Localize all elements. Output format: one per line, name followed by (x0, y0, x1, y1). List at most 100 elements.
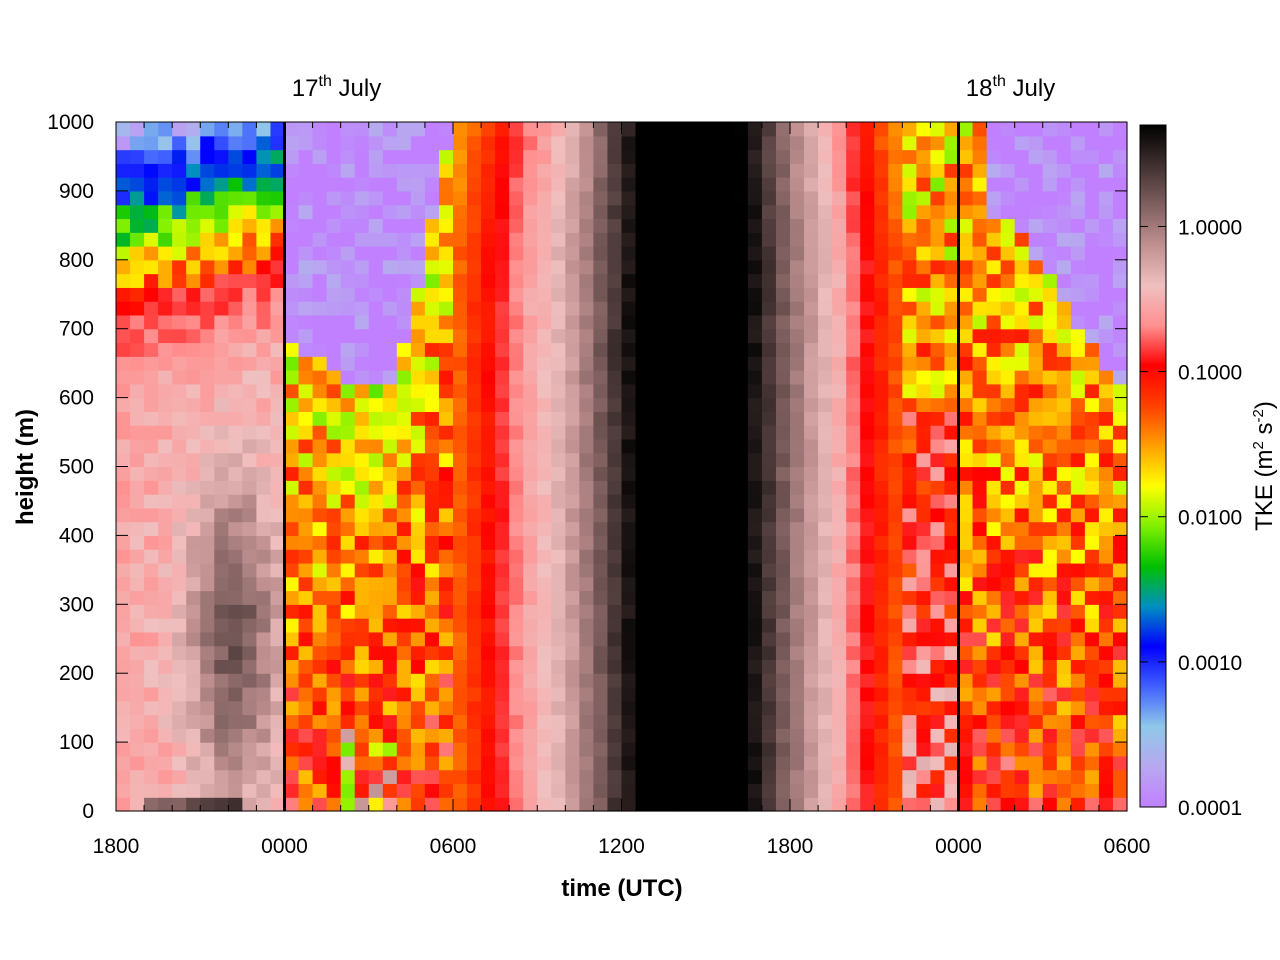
heatmap-cell (1042, 149, 1058, 164)
heatmap-cell (467, 576, 482, 592)
heatmap-cell (818, 149, 833, 164)
heatmap-cell (972, 370, 988, 385)
heatmap-cell (747, 714, 763, 729)
heatmap-cell (972, 425, 988, 440)
heatmap-cell (649, 135, 665, 151)
heatmap-cell (761, 190, 777, 206)
heatmap-cell (214, 673, 229, 688)
heatmap-cell (888, 590, 903, 605)
heatmap-cell (298, 576, 314, 592)
heatmap-cell (144, 218, 159, 233)
heatmap-cell (467, 342, 482, 357)
heatmap-cell (1056, 700, 1072, 716)
heatmap-cell (312, 673, 328, 688)
heatmap-cell (312, 314, 328, 330)
heatmap-cell (733, 425, 749, 440)
heatmap-cell (649, 425, 665, 440)
heatmap-cell (1070, 149, 1086, 164)
heatmap-cell (368, 425, 384, 440)
heatmap-cell (1000, 466, 1016, 481)
heatmap-cell (326, 700, 342, 716)
heatmap-cell (705, 190, 721, 206)
heatmap-cell (916, 122, 932, 137)
heatmap-cell (677, 314, 693, 330)
heatmap-cell (930, 480, 946, 495)
heatmap-cell (1070, 301, 1086, 316)
heatmap-cell (972, 383, 988, 399)
heatmap-cell (1070, 246, 1086, 261)
heatmap-cell (312, 521, 328, 536)
heatmap-cell (509, 562, 524, 578)
heatmap-cell (677, 204, 693, 220)
heatmap-cell (158, 356, 173, 371)
heatmap-cell (438, 314, 454, 330)
heatmap-cell (635, 700, 651, 716)
heatmap-cell (691, 190, 707, 206)
heatmap-cell (396, 342, 412, 357)
heatmap-cell (354, 590, 370, 605)
heatmap-cell (495, 383, 510, 399)
heatmap-cell (916, 411, 932, 426)
heatmap-cell (1014, 714, 1030, 729)
heatmap-cell (200, 686, 215, 702)
heatmap-cell (972, 576, 988, 592)
heatmap-cell (509, 755, 524, 771)
heatmap-cell (340, 452, 356, 468)
heatmap-cell (1014, 370, 1030, 385)
heatmap-cell (396, 535, 412, 550)
heatmap-cell (635, 190, 651, 206)
heatmap-cell (860, 659, 875, 674)
heatmap-cell (368, 535, 384, 550)
heatmap-cell (172, 163, 187, 178)
heatmap-cell (565, 163, 580, 178)
heatmap-cell (256, 494, 272, 509)
heatmap-cell (1056, 314, 1072, 330)
heatmap-cell (1084, 301, 1100, 316)
heatmap-cell (677, 383, 693, 399)
heatmap-cell (1070, 204, 1086, 220)
heatmap-cell (916, 204, 932, 220)
heatmap-cell (579, 232, 595, 247)
heatmap-cell (340, 797, 356, 812)
heatmap-cell (930, 700, 946, 716)
heatmap-cell (790, 342, 805, 357)
heatmap-cell (804, 135, 819, 151)
x-axis-title: time (UTC) (561, 875, 682, 902)
heatmap-cell (930, 797, 946, 812)
heatmap-cell (832, 549, 847, 564)
heatmap-cell (790, 122, 805, 137)
heatmap-cell (256, 466, 272, 481)
heatmap-cell (846, 246, 861, 261)
heatmap-cell (228, 163, 243, 178)
heatmap-cell (986, 411, 1002, 426)
heatmap-cell (958, 452, 974, 468)
heatmap-cell (284, 466, 300, 481)
heatmap-cell (1098, 328, 1114, 344)
heatmap-cell (832, 246, 847, 261)
heatmap-cell (747, 328, 763, 344)
heatmap-cell (537, 259, 552, 275)
heatmap-cell (284, 590, 300, 605)
heatmap-cell (747, 287, 763, 302)
heatmap-cell (158, 287, 173, 302)
heatmap-cell (832, 576, 847, 592)
heatmap-cell (860, 686, 875, 702)
heatmap-cell (172, 246, 187, 261)
heatmap-cell (495, 411, 510, 426)
heatmap-cell (1084, 742, 1100, 757)
heatmap-cell (733, 714, 749, 729)
heatmap-cell (438, 686, 454, 702)
heatmap-cell (565, 783, 580, 798)
heatmap-cell (354, 631, 370, 647)
heatmap-cell (1028, 356, 1044, 371)
heatmap-cell (1042, 438, 1058, 454)
heatmap-cell (972, 273, 988, 288)
heatmap-cell (790, 755, 805, 771)
heatmap-cell (677, 535, 693, 550)
heatmap-cell (410, 383, 426, 399)
heatmap-cell (551, 673, 566, 688)
heatmap-cell (186, 686, 201, 702)
heatmap-cell (593, 480, 609, 495)
heatmap-cell (691, 659, 707, 674)
heatmap-cell (214, 218, 229, 233)
